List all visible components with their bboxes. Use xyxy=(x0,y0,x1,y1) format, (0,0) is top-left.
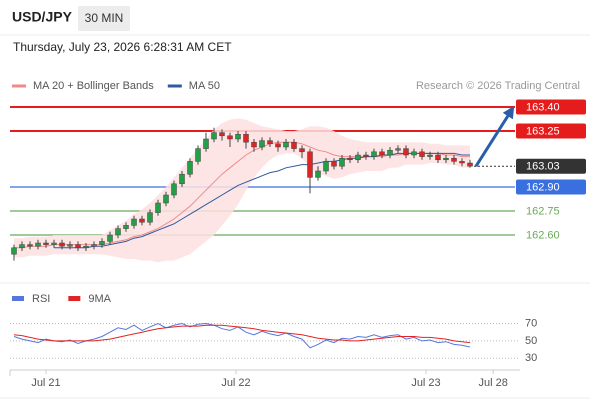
candle-body xyxy=(315,170,321,178)
candle-body xyxy=(363,154,369,157)
candle-body xyxy=(35,242,41,247)
candle-body xyxy=(443,157,449,161)
level-label: 162.90 xyxy=(526,181,560,193)
candle-body xyxy=(67,244,73,247)
level-label-box xyxy=(516,158,586,174)
legend-swatch xyxy=(68,296,81,301)
candle-body xyxy=(171,183,177,196)
ma-line xyxy=(14,141,470,249)
candle-body xyxy=(331,161,337,167)
level-label-box xyxy=(516,99,586,115)
candle-body xyxy=(179,173,185,185)
x-tick-label: Jul 22 xyxy=(221,377,250,389)
candle-body xyxy=(139,218,145,223)
level-label-box xyxy=(516,123,586,139)
candle-body xyxy=(19,244,25,249)
candle-body xyxy=(91,244,97,247)
candle-body xyxy=(227,135,233,140)
y-tick-label: 30 xyxy=(525,352,537,364)
candle-body xyxy=(267,140,273,145)
candle-body xyxy=(243,133,249,143)
interval-badge xyxy=(78,6,130,31)
candle-body xyxy=(187,161,193,175)
candle-body xyxy=(155,202,161,213)
candle-body xyxy=(275,143,281,148)
candle-body xyxy=(259,140,265,148)
candle-body xyxy=(291,141,297,149)
candle-body xyxy=(355,154,361,161)
datetime: Thursday, July 23, 2026 6:28:31 AM CET xyxy=(13,40,232,54)
candle-body xyxy=(395,148,401,151)
x-tick-label: Jul 21 xyxy=(31,377,60,389)
candle-body xyxy=(459,161,465,164)
candle-body xyxy=(83,245,89,249)
candle-body xyxy=(283,141,289,148)
candle-body xyxy=(419,151,425,157)
candle-body xyxy=(347,157,353,161)
level-label: 163.40 xyxy=(526,101,560,113)
legend-label: MA 20 + Bollinger Bands xyxy=(33,80,154,92)
candle-body xyxy=(203,138,209,149)
candle-body xyxy=(403,148,409,156)
candle-body xyxy=(307,151,313,178)
candle-body xyxy=(323,161,329,172)
candle-body xyxy=(131,218,137,226)
y-tick-label: 70 xyxy=(525,317,537,329)
candle-body xyxy=(147,212,153,223)
level-label: 163.03 xyxy=(526,161,560,173)
candle-body xyxy=(11,247,17,255)
level-label: 163.25 xyxy=(526,125,560,137)
candle-body xyxy=(27,244,33,247)
candle-body xyxy=(99,241,105,245)
ma-line xyxy=(54,152,470,249)
candle-body xyxy=(43,242,49,245)
candle-body xyxy=(235,133,241,140)
legend-label: 9MA xyxy=(88,293,111,305)
rsi-line xyxy=(13,324,471,344)
candle-body xyxy=(451,157,457,162)
candle-body xyxy=(195,148,201,162)
candle-body xyxy=(211,132,217,140)
candle-body xyxy=(219,132,225,137)
level-label: 162.75 xyxy=(526,205,560,217)
candle-body xyxy=(107,234,113,242)
arrow xyxy=(474,105,515,168)
candle-body xyxy=(123,225,129,229)
candle-body xyxy=(467,162,473,167)
candle-body xyxy=(163,194,169,204)
y-tick-label: 50 xyxy=(525,335,537,347)
symbol: USD/JPY xyxy=(12,9,73,25)
candle-body xyxy=(51,242,57,245)
candle-body xyxy=(387,149,393,156)
level-label-box xyxy=(516,179,586,195)
source: Research © 2026 Trading Central xyxy=(416,80,580,92)
candle-body xyxy=(59,242,65,247)
candle-body xyxy=(339,157,345,167)
candle-body xyxy=(75,244,81,249)
bollinger-band xyxy=(14,118,470,263)
candle-body xyxy=(435,154,441,161)
level-label: 162.60 xyxy=(526,229,560,241)
candle-body xyxy=(299,148,305,153)
legend-swatch xyxy=(12,296,24,301)
x-tick-label: Jul 23 xyxy=(411,377,440,389)
candle-body xyxy=(379,151,385,156)
legend-label: RSI xyxy=(32,293,50,305)
candle-body xyxy=(115,228,121,236)
candle-body xyxy=(411,151,417,156)
rsi-line xyxy=(13,322,471,349)
candle-body xyxy=(427,154,433,157)
legend-label: MA 50 xyxy=(189,80,220,92)
x-tick-label: Jul 28 xyxy=(479,377,508,389)
candle-body xyxy=(371,151,377,157)
candle-body xyxy=(251,141,257,148)
interval: 30 MIN xyxy=(85,11,124,25)
